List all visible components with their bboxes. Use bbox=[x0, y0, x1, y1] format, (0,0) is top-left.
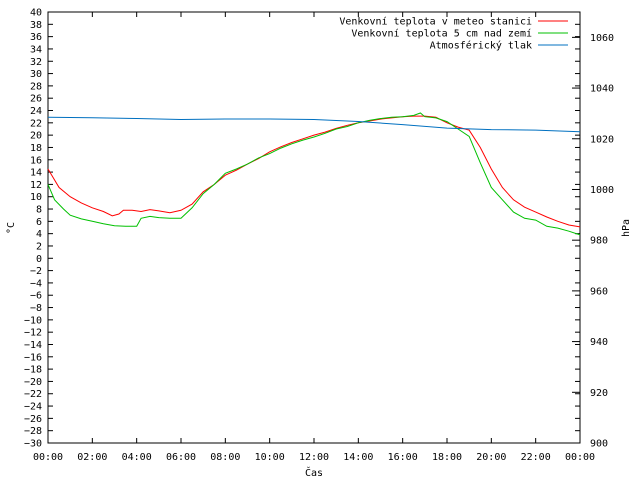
y-right-tick-label: 980 bbox=[590, 236, 608, 247]
y-left-tick-label: 36 bbox=[30, 32, 42, 43]
series-line-3 bbox=[47, 116, 581, 133]
x-tick-label: 10:00 bbox=[255, 452, 285, 463]
y-left-tick-label: 34 bbox=[30, 44, 42, 55]
y-left-tick-label: −8 bbox=[30, 303, 42, 314]
legend: Venkovní teplota v meteo staniciVenkovní… bbox=[339, 16, 568, 52]
y-left-tick-label: 28 bbox=[30, 81, 42, 92]
y-axis-label-right: hPa bbox=[621, 219, 632, 237]
y-left-tick-label: 6 bbox=[36, 217, 42, 228]
legend-label-3: Atmosférický tlak bbox=[430, 40, 532, 52]
y-left-tick-label: 24 bbox=[30, 106, 42, 117]
y-left-tick-label: 26 bbox=[30, 94, 42, 105]
y-left-tick-label: −20 bbox=[24, 377, 42, 388]
plot-frame bbox=[47, 11, 581, 444]
y-left-tick-label: 40 bbox=[30, 8, 42, 19]
y-left-tick-label: 16 bbox=[30, 155, 42, 166]
y-left-tick-label: −26 bbox=[24, 414, 42, 425]
y-left-tick-label: 10 bbox=[30, 192, 42, 203]
x-tick-label: 00:00 bbox=[33, 452, 63, 463]
y-left-tick-label: 22 bbox=[30, 118, 42, 129]
y-left-tick-label: −6 bbox=[30, 291, 42, 302]
x-tick-label: 20:00 bbox=[476, 452, 506, 463]
x-tick-label: 04:00 bbox=[122, 452, 152, 463]
y-left-tick-label: −30 bbox=[24, 439, 42, 450]
y-left-tick-label: 18 bbox=[30, 143, 42, 154]
series-line-1 bbox=[47, 115, 581, 228]
x-tick-label: 14:00 bbox=[343, 452, 373, 463]
y-right-tick-label: 920 bbox=[590, 388, 608, 399]
y-left-tick-label: −14 bbox=[24, 340, 42, 351]
series-line-2 bbox=[47, 112, 581, 236]
x-tick-label: 02:00 bbox=[77, 452, 107, 463]
x-tick-label: 08:00 bbox=[210, 452, 240, 463]
y-right-tick-label: 940 bbox=[590, 337, 608, 348]
y-left-tick-label: 20 bbox=[30, 131, 42, 142]
y-left-tick-label: −12 bbox=[24, 328, 42, 339]
y-right-tick-label: 960 bbox=[590, 286, 608, 297]
series bbox=[47, 112, 581, 236]
y-left-tick-label: −18 bbox=[24, 365, 42, 376]
legend-label-1: Venkovní teplota v meteo stanici bbox=[339, 16, 532, 28]
ticks: 4038363432302826242220181614121086420−2−… bbox=[24, 8, 614, 464]
y-left-tick-label: −28 bbox=[24, 426, 42, 437]
x-tick-label: 22:00 bbox=[521, 452, 551, 463]
x-tick-label: 06:00 bbox=[166, 452, 196, 463]
x-axis-label: Čas bbox=[305, 466, 323, 479]
y-right-tick-label: 1020 bbox=[590, 134, 614, 145]
x-tick-label: 00:00 bbox=[565, 452, 595, 463]
y-left-tick-label: 32 bbox=[30, 57, 42, 68]
y-left-tick-label: 12 bbox=[30, 180, 42, 191]
y-axis-label-left: °C bbox=[6, 222, 17, 234]
y-left-tick-label: 0 bbox=[36, 254, 42, 265]
x-tick-label: 18:00 bbox=[432, 452, 462, 463]
y-left-tick-label: 2 bbox=[36, 241, 42, 252]
legend-label-2: Venkovní teplota 5 cm nad zemí bbox=[351, 28, 532, 40]
y-right-tick-label: 1040 bbox=[590, 84, 614, 95]
y-left-tick-label: 38 bbox=[30, 20, 42, 31]
x-tick-label: 16:00 bbox=[388, 452, 418, 463]
y-left-tick-label: 30 bbox=[30, 69, 42, 80]
y-left-tick-label: −22 bbox=[24, 389, 42, 400]
y-right-tick-label: 900 bbox=[590, 439, 608, 450]
y-left-tick-label: −4 bbox=[30, 278, 42, 289]
y-right-tick-label: 1000 bbox=[590, 185, 614, 196]
y-left-tick-label: −2 bbox=[30, 266, 42, 277]
y-left-tick-label: 14 bbox=[30, 168, 42, 179]
y-left-tick-label: 8 bbox=[36, 205, 42, 216]
y-left-tick-label: −10 bbox=[24, 315, 42, 326]
y-left-tick-label: −24 bbox=[24, 402, 42, 413]
y-right-tick-label: 1060 bbox=[590, 33, 614, 44]
axes bbox=[47, 11, 581, 444]
y-left-tick-label: 4 bbox=[36, 229, 42, 240]
x-tick-label: 12:00 bbox=[299, 452, 329, 463]
y-left-tick-label: −16 bbox=[24, 352, 42, 363]
